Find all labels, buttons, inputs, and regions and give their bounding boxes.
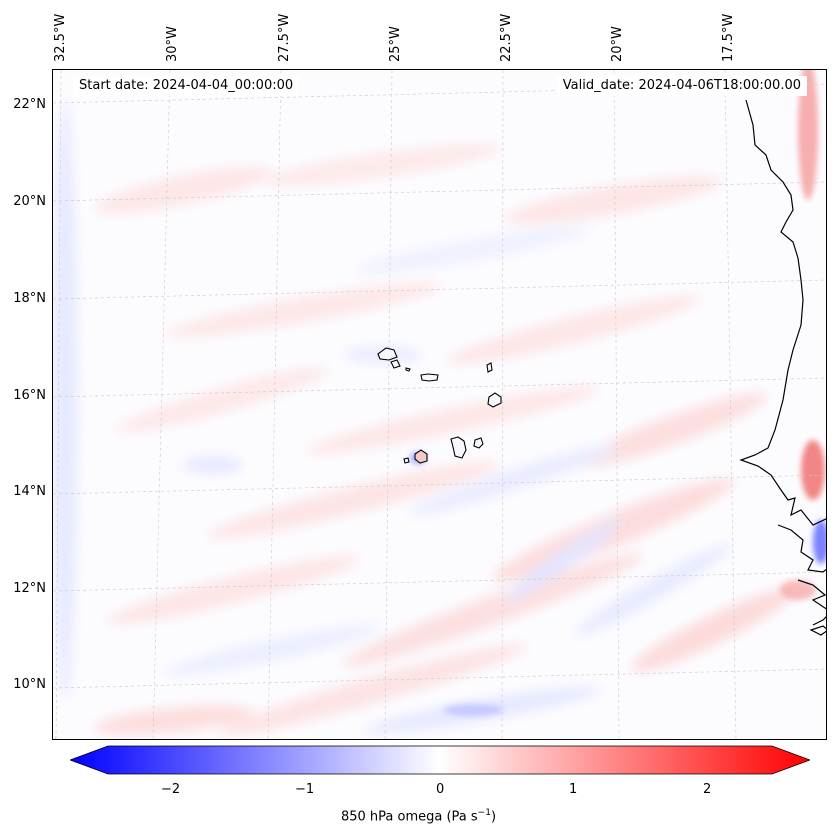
lon-label-17-5w: 17.5°W [721,13,736,62]
omega-field [53,100,795,736]
lat-label-10n: 10°N [13,677,46,692]
coastal-omega-features [410,70,826,716]
colorbar [68,745,812,775]
colorbar-svg [68,745,812,775]
lon-label-20w: 20°W [610,26,625,62]
coastline [739,99,826,636]
lon-label-22-5w: 22.5°W [499,13,514,62]
lat-label-18n: 18°N [13,291,46,306]
lat-label-12n: 12°N [13,581,46,596]
colorbar-tick-minus-2: −2 [161,782,181,797]
omega-map[interactable] [52,69,827,740]
omega-field-svg [53,70,826,739]
lon-label-25w: 25°W [388,26,403,62]
colorbar-gradient [68,745,812,775]
cape-verde-islands [377,347,502,464]
colorbar-tick-0: 0 [436,782,445,797]
start-date-label: Start date: 2024-04-04_00:00:00 [73,76,300,96]
colorbar-tick-2: 2 [703,782,712,797]
valid-date-label: Valid_date: 2024-04-06T18:00:00.00 [556,76,807,96]
lat-label-16n: 16°N [13,388,46,403]
lat-label-14n: 14°N [13,484,46,499]
lat-label-20n: 20°N [13,194,46,209]
graticule [53,70,826,739]
lon-label-32-5w: 32.5°W [53,13,68,62]
lat-label-22n: 22°N [13,97,46,112]
colorbar-label: 850 hPa omega (Pa s−1) [340,808,497,825]
colorbar-tick-1: 1 [569,782,578,797]
lon-label-30w: 30°W [165,26,180,62]
lon-label-27-5w: 27.5°W [277,13,292,62]
colorbar-tick-minus-1: −1 [295,782,315,797]
